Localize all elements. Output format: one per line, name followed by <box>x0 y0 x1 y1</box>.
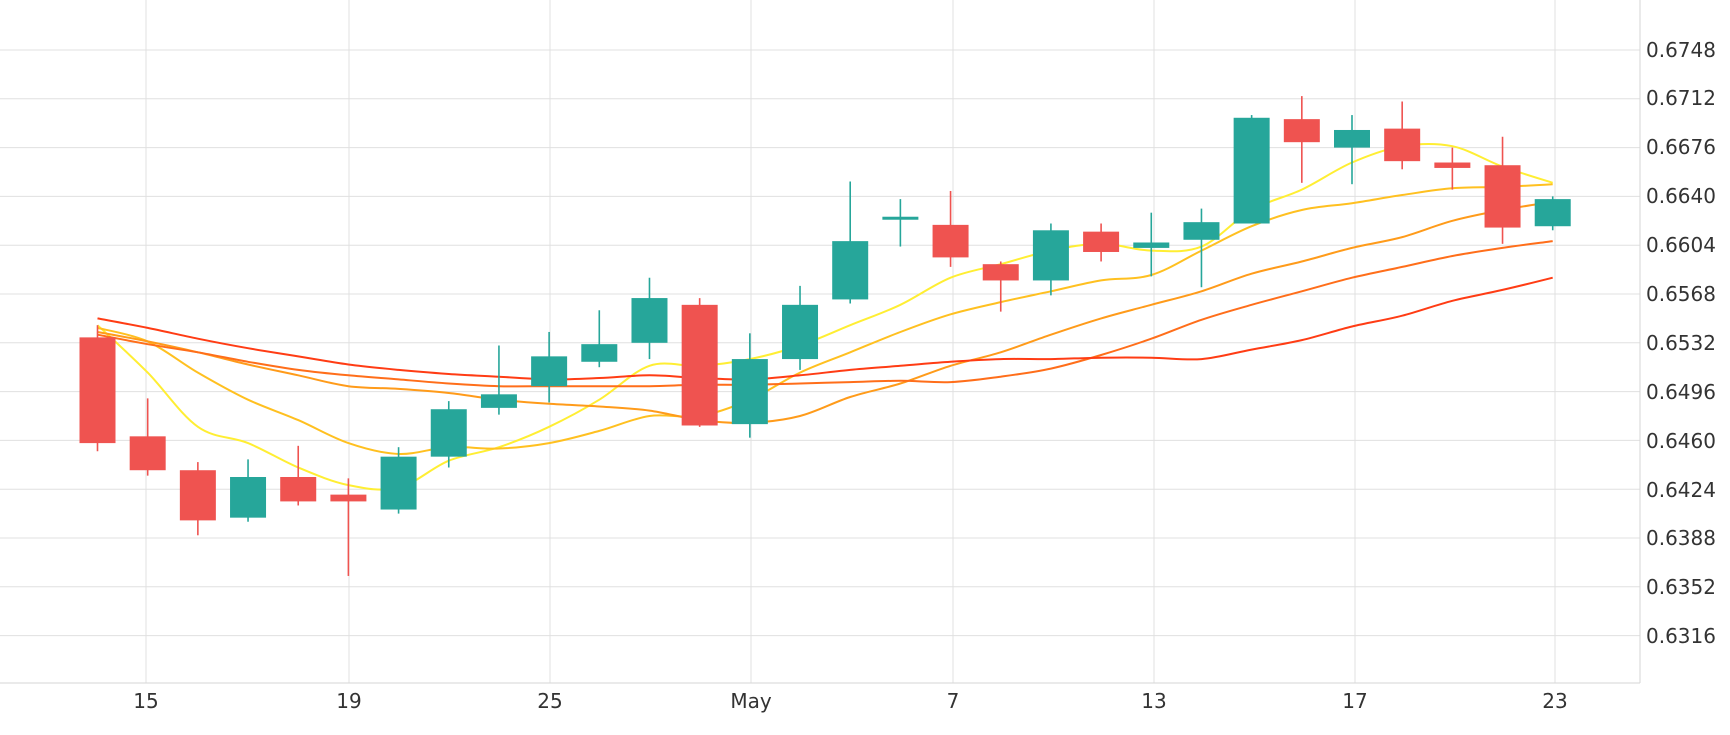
y-tick-label: 0.6352 <box>1646 575 1716 599</box>
candle-body <box>531 356 568 387</box>
y-tick-label: 0.6676 <box>1646 135 1716 159</box>
candle-body <box>79 337 116 444</box>
x-tick-label: 25 <box>537 689 562 713</box>
candle-body <box>1334 129 1370 148</box>
candle-body <box>1083 231 1120 252</box>
candle-up <box>731 333 768 438</box>
x-tick-label: 17 <box>1342 689 1367 713</box>
candle-body <box>330 494 367 502</box>
candle-body <box>681 304 718 426</box>
candle-up <box>531 331 568 403</box>
candle-down <box>681 298 718 427</box>
candle-up <box>1133 212 1170 277</box>
moving-average-line <box>97 200 1553 424</box>
x-tick-label: 15 <box>133 689 158 713</box>
moving-average-line <box>97 183 1553 456</box>
candle-down <box>1283 96 1320 183</box>
candle-up <box>581 310 618 368</box>
moving-average-line <box>96 142 1554 491</box>
candle-body <box>129 436 166 471</box>
candle-body <box>581 344 618 362</box>
y-tick-label: 0.6424 <box>1646 478 1716 502</box>
y-tick-label: 0.6496 <box>1646 380 1716 404</box>
candle-body <box>1283 119 1320 143</box>
candle-down <box>1083 223 1120 262</box>
y-tick-label: 0.6640 <box>1646 184 1716 208</box>
candle-up <box>230 459 267 522</box>
candle-up <box>1534 196 1571 231</box>
candle-body <box>1183 222 1220 240</box>
candle-body <box>1032 230 1069 281</box>
x-tick-label: 13 <box>1141 689 1166 713</box>
x-tick-label: May <box>730 689 772 713</box>
candle-body <box>882 216 919 220</box>
candle-body <box>380 456 417 510</box>
candle-up <box>480 345 517 415</box>
candle-body <box>782 304 819 360</box>
y-tick-label: 0.6604 <box>1646 233 1716 257</box>
moving-average-lines <box>96 142 1554 491</box>
candle-up <box>882 199 919 247</box>
candles <box>79 96 1571 576</box>
candle-body <box>1384 128 1421 162</box>
candle-body <box>832 241 869 300</box>
candle-down <box>932 190 969 267</box>
gridlines <box>0 0 1640 683</box>
candle-up <box>782 285 819 370</box>
candle-body <box>179 470 216 521</box>
candle-body <box>631 298 668 343</box>
candle-down <box>129 398 166 476</box>
moving-average-line <box>97 276 1553 381</box>
candle-body <box>731 359 768 425</box>
candle-down <box>1434 147 1471 190</box>
candle-body <box>1484 165 1521 228</box>
candle-up <box>1334 115 1370 185</box>
candle-body <box>1133 242 1170 248</box>
x-axis-labels: 15 19 25 May 7 13 17 23 <box>133 689 1567 713</box>
y-tick-label: 0.6712 <box>1646 86 1716 110</box>
axes <box>0 0 1641 684</box>
x-tick-label: 23 <box>1542 689 1567 713</box>
candle-body <box>1534 199 1571 227</box>
candle-body <box>1434 162 1471 168</box>
candle-up <box>1032 223 1069 296</box>
candle-body <box>1233 117 1270 224</box>
y-tick-label: 0.6316 <box>1646 624 1716 648</box>
y-tick-label: 0.6748 <box>1646 38 1716 62</box>
candle-up <box>380 447 417 514</box>
candle-body <box>932 224 969 258</box>
candle-down <box>179 462 216 536</box>
y-tick-label: 0.6460 <box>1646 429 1716 453</box>
candle-up <box>832 181 869 304</box>
candle-body <box>480 394 517 408</box>
candle-body <box>230 477 267 518</box>
candle-down <box>1484 136 1521 244</box>
x-tick-label: 19 <box>336 689 361 713</box>
x-tick-label: 7 <box>947 689 960 713</box>
moving-average-line <box>97 240 1553 388</box>
candle-body <box>430 409 467 457</box>
candle-up <box>1183 208 1220 288</box>
candle-down <box>280 445 317 506</box>
candle-body <box>280 477 317 502</box>
candle-down <box>330 478 367 576</box>
y-tick-label: 0.6532 <box>1646 331 1716 355</box>
y-tick-label: 0.6568 <box>1646 282 1716 306</box>
candle-down <box>1384 101 1421 170</box>
y-axis-labels: 0.6748 0.6712 0.6676 0.6640 0.6604 0.656… <box>1646 38 1716 648</box>
candle-up <box>430 401 467 468</box>
candle-up <box>631 277 668 360</box>
candle-up <box>1233 115 1270 224</box>
candle-body <box>982 264 1019 281</box>
candle-down <box>79 325 116 452</box>
y-tick-label: 0.6388 <box>1646 526 1716 550</box>
candle-down <box>982 261 1019 312</box>
